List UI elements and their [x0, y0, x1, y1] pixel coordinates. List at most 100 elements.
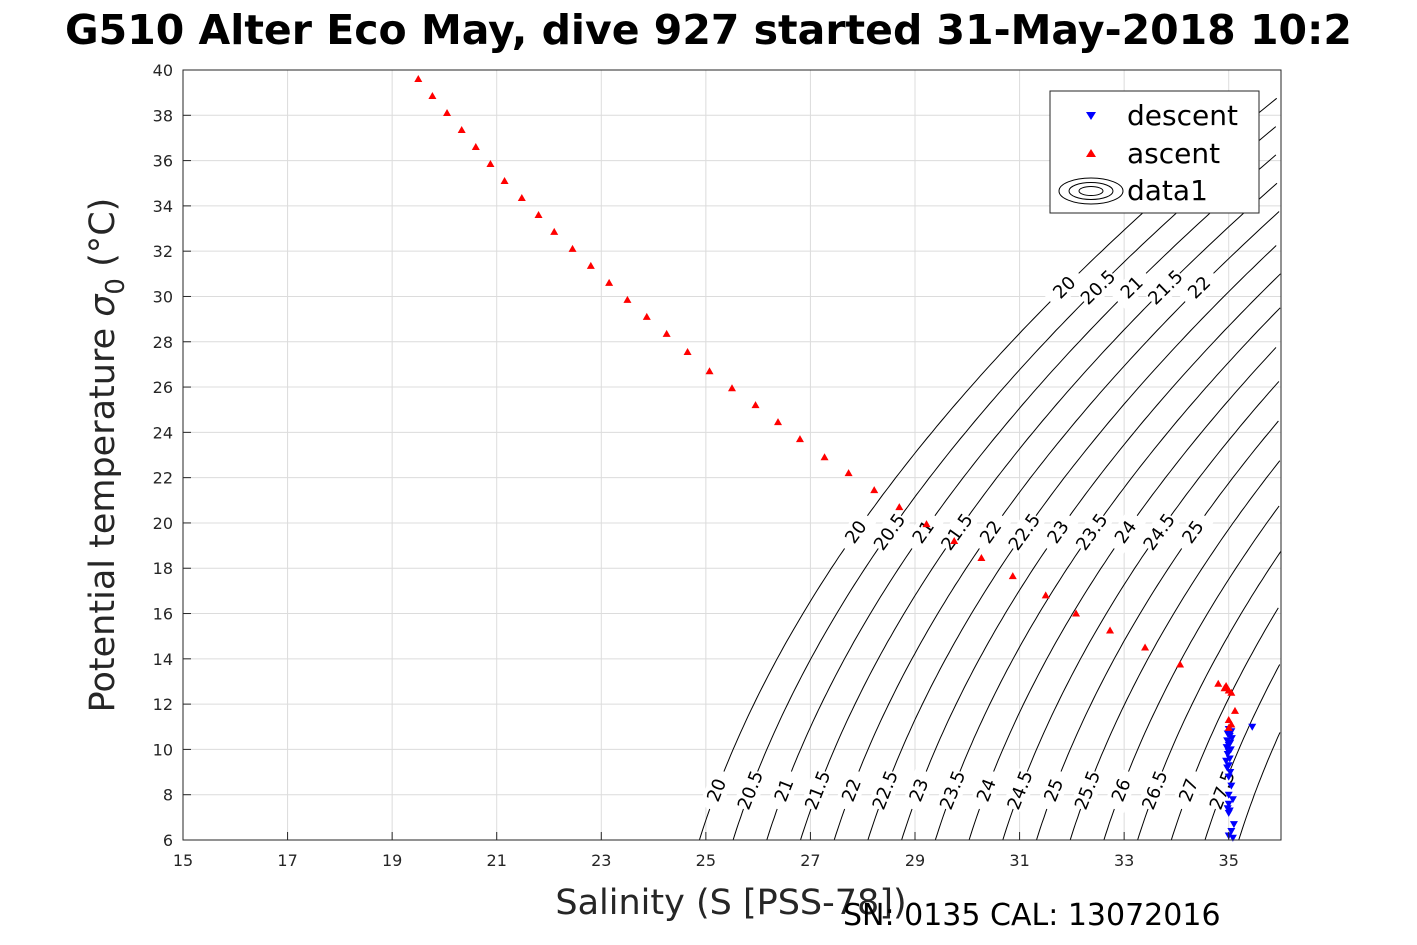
ascent-point	[517, 193, 526, 201]
contour-label-bg	[1071, 509, 1113, 555]
contour-label-bg	[766, 767, 802, 813]
descent-point	[1248, 723, 1257, 731]
ascent-point	[428, 92, 437, 100]
ascent-point	[728, 384, 736, 392]
contour-label-bg	[970, 509, 1012, 555]
contour-label-bg	[833, 767, 870, 813]
legend: descent ascent data1	[1049, 90, 1260, 214]
contour-label: 27.5	[1206, 768, 1240, 813]
contour-label-bg	[1204, 767, 1240, 813]
ascent-point	[534, 210, 543, 218]
y-tick-label: 32	[153, 242, 173, 261]
contour-label: 25.5	[1071, 768, 1105, 813]
descent-point	[1227, 735, 1236, 743]
contour-line	[901, 273, 1281, 841]
contour-label-bg	[1003, 509, 1046, 555]
descent-point	[1222, 757, 1231, 765]
ascent-point	[443, 109, 452, 117]
ascent-point	[1176, 660, 1185, 668]
descent-point	[1224, 773, 1233, 781]
ascent-point	[1224, 723, 1233, 731]
descent-point	[1223, 764, 1232, 772]
x-tick-label: 33	[1114, 851, 1134, 870]
contour-label-bg	[1076, 265, 1121, 310]
y-axis-label: Potential temperature σ0 (°C)	[83, 198, 131, 713]
y-tick-label: 14	[153, 650, 173, 669]
x-axis-label: Salinity (S [PSS-78])	[555, 883, 906, 923]
ascent-point	[457, 126, 466, 134]
y-tick-label: 28	[153, 333, 173, 352]
contour-label-bg	[800, 767, 836, 813]
descent-point	[1224, 800, 1233, 808]
legend-descent-marker	[1086, 112, 1096, 120]
ascent-point	[795, 435, 804, 443]
contour-label-bg	[1037, 509, 1079, 555]
contour-label-bg	[901, 767, 937, 813]
y-axis-ticks: 6 8 10 12 14 16 18 20 22 24 26 28 30 32 34 36 38 40	[153, 61, 191, 850]
contour-label-bg	[1109, 265, 1154, 310]
ascent-point	[1008, 572, 1017, 580]
legend-ascent-marker	[1086, 149, 1096, 157]
contour-label-bg	[968, 767, 1004, 813]
x-tick-label: 23	[591, 851, 611, 870]
contour-label-bg	[1172, 509, 1214, 555]
contour-line	[698, 97, 1278, 841]
ascent-point	[1106, 626, 1115, 634]
plot-frame	[182, 69, 1282, 841]
ascent-point	[1227, 688, 1236, 696]
y-axis-label-subscript: 0	[101, 278, 131, 295]
ascent-point	[586, 261, 595, 269]
legend-contour-icon	[1058, 177, 1124, 205]
legend-ascent-label: ascent	[1127, 137, 1220, 170]
serial-calibration-info: SN: 0135 CAL: 13072016	[843, 898, 1221, 933]
contour-label-bg	[732, 767, 768, 813]
y-tick-label: 8	[163, 786, 173, 805]
y-axis-label-symbol: σ	[83, 293, 123, 317]
y-tick-label: 6	[163, 831, 173, 850]
ascent-point	[844, 469, 853, 477]
y-tick-label: 10	[153, 740, 173, 759]
contour-line	[1002, 381, 1280, 841]
x-tick-label: 15	[173, 851, 193, 870]
contour-line	[1036, 420, 1279, 841]
ascent-point	[683, 347, 692, 355]
contour-label-bg	[1143, 265, 1188, 310]
contour-label: 24.5	[1140, 510, 1180, 555]
y-tick-label: 16	[153, 605, 173, 624]
y-tick-label: 34	[153, 197, 173, 216]
ascent-point	[414, 75, 423, 83]
y-tick-label: 36	[153, 152, 173, 171]
contour-label-bg	[869, 509, 911, 555]
x-tick-label: 17	[277, 851, 297, 870]
ascent-point	[1141, 643, 1150, 651]
ascent-point	[471, 143, 480, 150]
ascent-point	[705, 367, 714, 375]
x-tick-label: 25	[696, 851, 716, 870]
ascent-point	[605, 278, 614, 286]
contour-label-bg	[1002, 767, 1038, 813]
x-tick-label: 19	[382, 851, 402, 870]
y-tick-label: 30	[153, 287, 173, 306]
contour-label-bg	[1069, 767, 1106, 813]
ascent-point	[623, 295, 632, 303]
ascent-point	[500, 176, 509, 184]
ascent-point	[1222, 682, 1231, 689]
contour-label-bg	[1105, 509, 1147, 555]
x-tick-label: 27	[800, 851, 820, 870]
ascent-point	[774, 418, 783, 426]
descent-point	[1224, 809, 1233, 817]
ascent-point	[1041, 591, 1050, 599]
contour-line	[934, 307, 1281, 841]
contour-label: 26.5	[1138, 768, 1172, 813]
contour-label: 24.5	[1003, 768, 1037, 813]
contour-label-bg	[867, 767, 903, 813]
ascent-point	[950, 537, 959, 545]
contour-line	[732, 126, 1277, 841]
contour-line	[766, 154, 1277, 841]
ascent-point	[486, 159, 495, 167]
ascent-point	[870, 486, 879, 494]
contour-label-bg	[1171, 767, 1207, 813]
chart-title: G510 Alter Eco May, dive 927 started 31-…	[65, 6, 1352, 54]
x-tick-label: 29	[905, 851, 925, 870]
